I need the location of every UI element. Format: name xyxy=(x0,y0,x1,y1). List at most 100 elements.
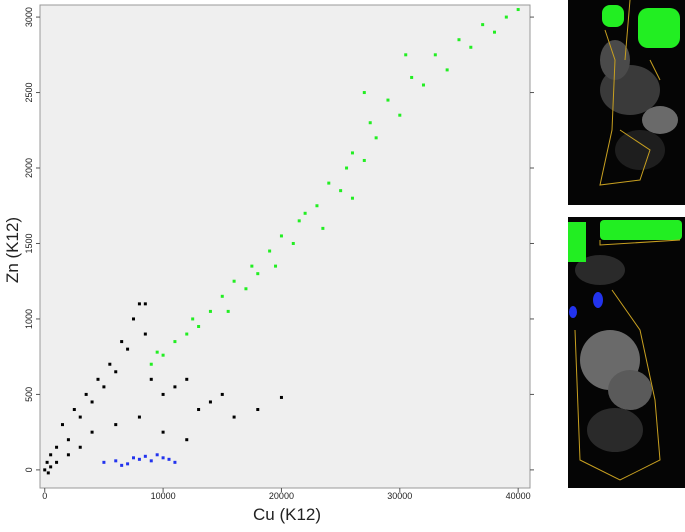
point xyxy=(220,294,224,298)
point xyxy=(297,219,301,223)
point xyxy=(256,272,260,276)
point xyxy=(102,460,106,464)
point xyxy=(78,445,82,449)
point xyxy=(492,30,496,34)
point xyxy=(268,249,272,253)
point xyxy=(232,279,236,283)
y-tick-label: 2000 xyxy=(24,158,34,178)
point xyxy=(90,400,94,404)
point xyxy=(108,362,112,366)
point xyxy=(404,53,408,57)
y-tick-label: 2500 xyxy=(24,83,34,103)
plot-area xyxy=(39,4,531,489)
point xyxy=(167,457,171,461)
point xyxy=(362,91,366,95)
point xyxy=(274,264,278,268)
point xyxy=(137,302,141,306)
point xyxy=(102,385,106,389)
point xyxy=(114,459,118,463)
point xyxy=(149,459,153,463)
point xyxy=(232,415,236,419)
point xyxy=(60,423,64,427)
point xyxy=(220,392,224,396)
point xyxy=(173,340,177,344)
point xyxy=(143,454,147,458)
point xyxy=(46,471,50,475)
point xyxy=(66,453,70,457)
point xyxy=(226,309,230,313)
point xyxy=(279,234,283,238)
point xyxy=(433,53,437,57)
x-tick-label: 30000 xyxy=(387,491,412,501)
point xyxy=(244,287,248,291)
point xyxy=(45,460,49,464)
point xyxy=(161,353,165,357)
point xyxy=(469,45,473,49)
point xyxy=(327,181,331,185)
y-tick-label: 0 xyxy=(24,467,34,472)
point xyxy=(185,438,189,442)
point xyxy=(126,347,130,351)
point xyxy=(49,465,53,469)
point xyxy=(55,445,59,449)
point xyxy=(410,75,414,79)
y-tick-label: 1500 xyxy=(24,233,34,253)
point xyxy=(321,226,325,230)
point xyxy=(84,392,88,396)
point xyxy=(362,158,366,162)
point xyxy=(516,8,520,12)
point xyxy=(161,392,165,396)
point xyxy=(197,324,201,328)
micrograph-top xyxy=(568,0,685,205)
x-tick-label: 40000 xyxy=(506,491,531,501)
point xyxy=(303,211,307,215)
point xyxy=(185,332,189,336)
point xyxy=(132,456,136,460)
point xyxy=(350,196,354,200)
point xyxy=(398,113,402,117)
point xyxy=(386,98,390,102)
point xyxy=(78,415,82,419)
point xyxy=(173,460,177,464)
y-tick-label: 1000 xyxy=(24,309,34,329)
point xyxy=(504,15,508,19)
point xyxy=(43,468,47,472)
point xyxy=(143,302,147,306)
point xyxy=(185,377,189,381)
point xyxy=(49,453,53,457)
point xyxy=(149,362,153,366)
point xyxy=(132,317,136,321)
point xyxy=(208,309,212,313)
x-tick-label: 10000 xyxy=(151,491,176,501)
point xyxy=(374,136,378,140)
point xyxy=(126,462,130,466)
point xyxy=(173,385,177,389)
point xyxy=(421,83,425,87)
micrograph-bottom xyxy=(568,217,685,488)
point xyxy=(315,204,319,208)
point xyxy=(339,189,343,193)
point xyxy=(114,370,118,374)
x-axis-label: Cu (K12) xyxy=(253,505,321,524)
x-tick-label: 0 xyxy=(42,491,47,501)
point xyxy=(155,453,159,457)
point xyxy=(256,408,260,412)
y-tick-label: 3000 xyxy=(24,7,34,27)
point xyxy=(368,121,372,125)
x-tick-label: 20000 xyxy=(269,491,294,501)
point xyxy=(72,408,76,412)
point xyxy=(250,264,254,268)
point xyxy=(208,400,212,404)
point xyxy=(161,456,165,460)
point xyxy=(161,430,165,434)
point xyxy=(114,423,118,427)
point xyxy=(120,340,124,344)
point xyxy=(197,408,201,412)
point xyxy=(149,377,153,381)
point xyxy=(96,377,100,381)
point xyxy=(345,166,349,170)
y-axis-label: Zn (K12) xyxy=(3,217,22,283)
point xyxy=(137,457,141,461)
point xyxy=(350,151,354,155)
